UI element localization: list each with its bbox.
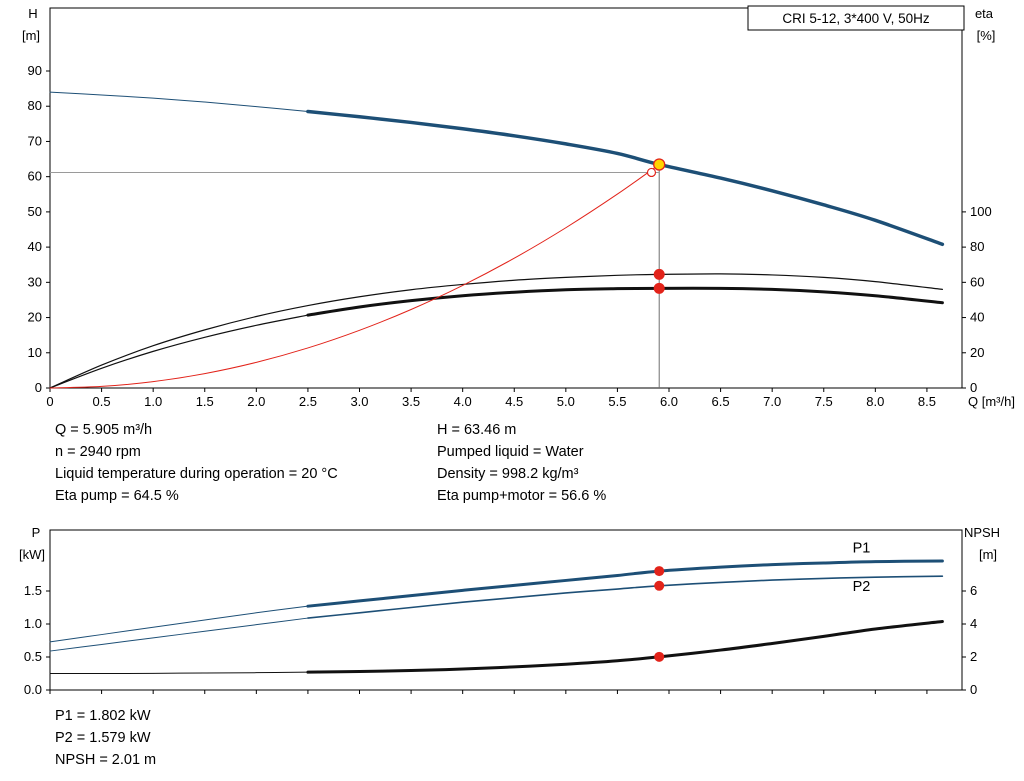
info-liquid-temperature: Liquid temperature during operation = 20… (55, 466, 338, 482)
duty-info-right-column: H = 63.46 m Pumped liquid = Water Densit… (437, 419, 606, 507)
svg-text:40: 40 (970, 310, 984, 325)
info-p2: P2 = 1.579 kW (55, 730, 151, 746)
power-npsh-chart: 0.0 0.5 1.0 1.5 0 2 4 6 P [kW] NPSH [m] P1 P2 (19, 525, 1000, 697)
info-density: Density = 998.2 kg/m³ (437, 466, 579, 482)
svg-text:40: 40 (28, 239, 42, 254)
svg-text:4.5: 4.5 (505, 394, 523, 409)
svg-text:4.0: 4.0 (454, 394, 472, 409)
svg-text:Q [m³/h]: Q [m³/h] (968, 394, 1015, 409)
svg-text:1.0: 1.0 (144, 394, 162, 409)
svg-text:80: 80 (970, 239, 984, 254)
svg-text:2.5: 2.5 (299, 394, 317, 409)
svg-text:[%]: [%] (977, 28, 996, 43)
svg-text:eta: eta (975, 6, 994, 21)
svg-text:4: 4 (970, 616, 977, 631)
svg-text:3.5: 3.5 (402, 394, 420, 409)
svg-text:7.5: 7.5 (815, 394, 833, 409)
svg-text:8.0: 8.0 (866, 394, 884, 409)
svg-text:80: 80 (28, 98, 42, 113)
svg-text:90: 90 (28, 63, 42, 78)
svg-text:0.5: 0.5 (93, 394, 111, 409)
svg-text:0: 0 (970, 380, 977, 395)
info-pumped-liquid: Pumped liquid = Water (437, 444, 584, 460)
svg-text:8.5: 8.5 (918, 394, 936, 409)
duty-info-left-column: Q = 5.905 m³/h n = 2940 rpm Liquid tempe… (55, 419, 338, 507)
svg-text:10: 10 (28, 345, 42, 360)
svg-text:100: 100 (970, 204, 992, 219)
svg-text:0: 0 (970, 682, 977, 697)
svg-text:5.0: 5.0 (557, 394, 575, 409)
svg-text:60: 60 (28, 169, 42, 184)
svg-text:0.5: 0.5 (24, 649, 42, 664)
svg-text:[m]: [m] (979, 547, 997, 562)
info-flow: Q = 5.905 m³/h (55, 422, 153, 438)
svg-text:1.0: 1.0 (24, 616, 42, 631)
duty-point-info-panel: Q = 5.905 m³/h n = 2940 rpm Liquid tempe… (0, 419, 1024, 515)
info-p1: P1 = 1.802 kW (55, 708, 151, 724)
svg-text:P2: P2 (853, 579, 871, 595)
svg-text:7.0: 7.0 (763, 394, 781, 409)
info-eta-pump: Eta pump = 64.5 % (55, 488, 179, 504)
svg-text:[m]: [m] (22, 28, 40, 43)
svg-text:NPSH: NPSH (964, 525, 1000, 540)
info-eta-pump-motor: Eta pump+motor = 56.6 % (437, 488, 607, 504)
svg-text:H: H (28, 6, 37, 21)
svg-text:0: 0 (46, 394, 53, 409)
svg-text:70: 70 (28, 133, 42, 148)
svg-text:2: 2 (970, 649, 977, 664)
info-speed: n = 2940 rpm (55, 444, 141, 460)
svg-text:CRI 5-12, 3*400 V, 50Hz: CRI 5-12, 3*400 V, 50Hz (782, 11, 930, 26)
svg-text:[kW]: [kW] (19, 547, 45, 562)
svg-text:1.5: 1.5 (24, 583, 42, 598)
qh-eta-chart: 0 0.5 1.0 1.5 2.0 2.5 3.0 3.5 4.0 4.5 5.0 5.5 6.0 6.5… (22, 5, 1015, 409)
svg-text:1.5: 1.5 (196, 394, 214, 409)
svg-text:2.0: 2.0 (247, 394, 265, 409)
svg-text:50: 50 (28, 204, 42, 219)
svg-text:3.0: 3.0 (350, 394, 368, 409)
power-info-panel: P1 = 1.802 kW P2 = 1.579 kW NPSH = 2.01 … (55, 705, 156, 771)
svg-text:P1: P1 (853, 541, 871, 557)
svg-text:0: 0 (35, 380, 42, 395)
svg-text:5.5: 5.5 (608, 394, 626, 409)
svg-text:30: 30 (28, 274, 42, 289)
info-head: H = 63.46 m (437, 422, 517, 438)
svg-text:6.0: 6.0 (660, 394, 678, 409)
svg-text:60: 60 (970, 274, 984, 289)
svg-text:6: 6 (970, 583, 977, 598)
svg-text:20: 20 (28, 310, 42, 325)
svg-text:0.0: 0.0 (24, 682, 42, 697)
info-npsh: NPSH = 2.01 m (55, 752, 157, 768)
svg-text:20: 20 (970, 345, 984, 360)
svg-text:P: P (32, 525, 41, 540)
svg-text:6.5: 6.5 (712, 394, 730, 409)
